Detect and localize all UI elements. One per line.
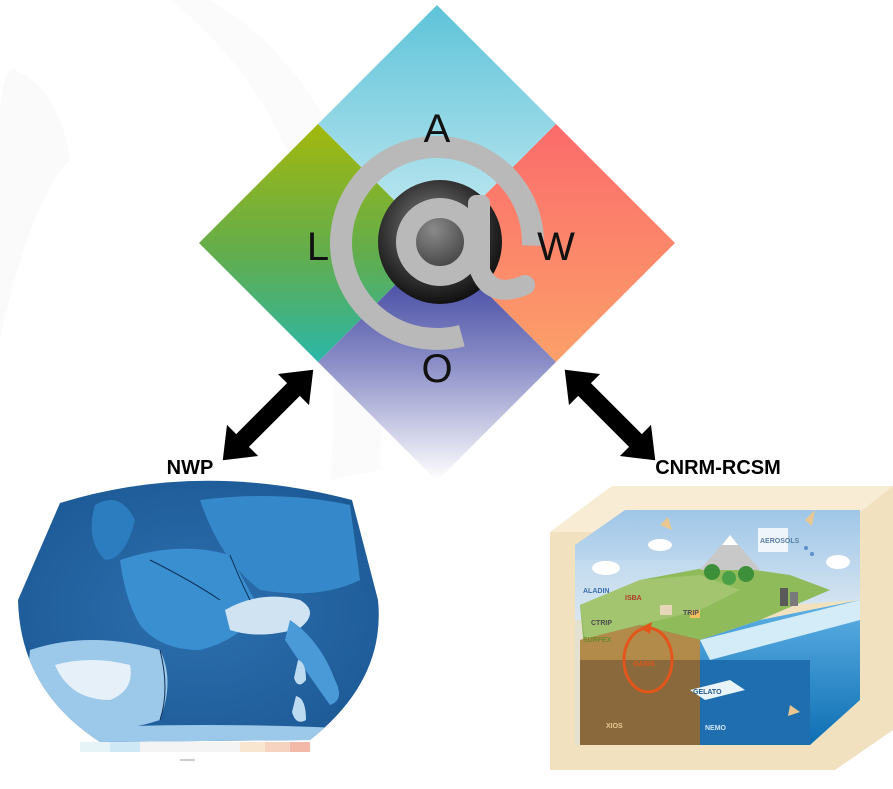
building-icon xyxy=(780,588,788,606)
flux-arrow-icon xyxy=(660,517,672,530)
isba-label: ISBA xyxy=(625,595,642,602)
tree-icon xyxy=(704,564,720,580)
ocean-front xyxy=(700,660,810,745)
land-iberia-highlands xyxy=(55,660,131,700)
at-symbol-icon: @ xyxy=(330,136,544,350)
rcsm-caption: CNRM-RCSM xyxy=(655,457,781,479)
aerosols-label: AEROSOLS xyxy=(760,538,800,545)
sea-ice xyxy=(690,680,745,700)
nwp-caption: NWP xyxy=(167,457,214,479)
nemo-label: NEMO xyxy=(705,725,727,732)
xios-label: XIOS xyxy=(606,723,623,730)
cloud-icon xyxy=(592,561,620,575)
left-double-arrow-icon xyxy=(222,369,314,461)
aladin-label: ALADIN xyxy=(583,588,609,595)
land-central-europe xyxy=(200,496,360,594)
land-label: L xyxy=(307,225,329,269)
surfex-label: SURFEX xyxy=(583,637,612,644)
land-britain xyxy=(91,500,135,560)
waves-label: W xyxy=(537,225,575,269)
land-sardinia xyxy=(292,696,306,722)
land-italy xyxy=(285,620,339,705)
land-north-africa xyxy=(20,725,379,742)
trip-label: TRIP xyxy=(683,610,699,617)
land-france xyxy=(120,548,260,650)
coupling-diamond: @ A L W O xyxy=(199,5,675,481)
right-double-arrow-icon xyxy=(564,369,656,461)
atmosphere-label: A xyxy=(424,107,451,151)
gelato-label: GELATO xyxy=(693,689,722,696)
map-colorbar xyxy=(80,742,310,761)
ocean-label: O xyxy=(421,347,452,391)
land-corsica xyxy=(294,660,306,685)
nwp-map xyxy=(18,480,379,761)
rcsm-schematic: ALADIN ISBA CTRIP SURFEX OASIS GELATO NE… xyxy=(550,486,893,770)
oasis-label: OASIS xyxy=(633,661,655,668)
ctrip-label: CTRIP xyxy=(591,620,612,627)
ocean-quadrant xyxy=(318,243,556,481)
mountain-icon xyxy=(700,535,760,570)
